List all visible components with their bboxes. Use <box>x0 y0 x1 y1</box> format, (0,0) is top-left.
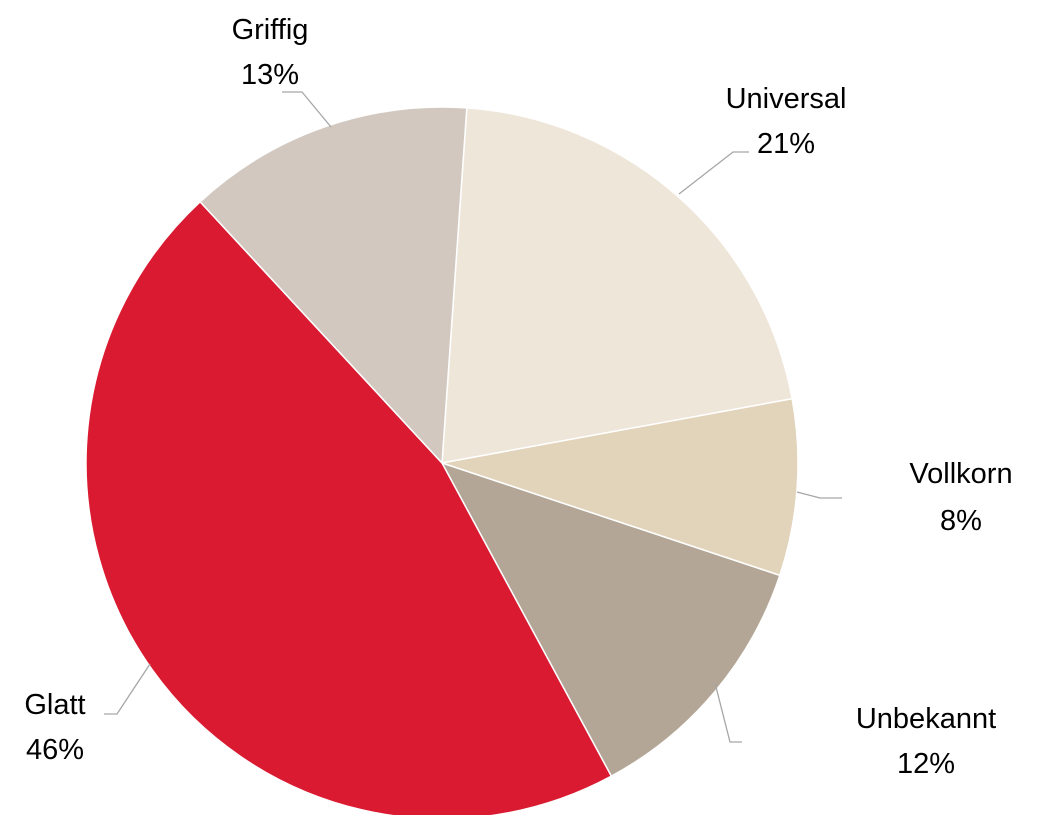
leader-line-vollkorn <box>796 491 842 499</box>
pie-slice-glatt <box>85 200 613 815</box>
leader-line-glatt <box>104 663 151 715</box>
slice-percent-label-vollkorn: 8% <box>940 505 982 537</box>
slice-name-label-unbekannt: Unbekannt <box>856 703 996 735</box>
leader-line-unbekannt <box>714 682 742 743</box>
pie-slice-universal <box>441 107 794 464</box>
slice-name-label-vollkorn: Vollkorn <box>909 458 1012 490</box>
slice-percent-label-griffig: 13% <box>241 59 299 91</box>
slice-percent-label-unbekannt: 12% <box>897 748 955 780</box>
slice-name-label-glatt: Glatt <box>24 689 85 721</box>
leader-lines-layer <box>104 91 842 743</box>
pie-slice-unbekannt <box>440 461 781 778</box>
slices-layer <box>85 106 799 815</box>
slice-percent-label-glatt: 46% <box>26 734 84 766</box>
slice-name-label-griffig: Griffig <box>232 14 309 46</box>
leader-line-griffig <box>282 91 332 128</box>
pie-slice-vollkorn <box>441 397 799 577</box>
labels-layer: Universal 21% Vollkorn 8% Unbekannt 12% Glatt 4… <box>24 14 1012 780</box>
slice-percent-label-universal: 21% <box>757 128 815 160</box>
leader-line-universal <box>678 151 749 195</box>
pie-slice-griffig <box>199 106 468 465</box>
slice-name-label-universal: Universal <box>726 83 847 115</box>
